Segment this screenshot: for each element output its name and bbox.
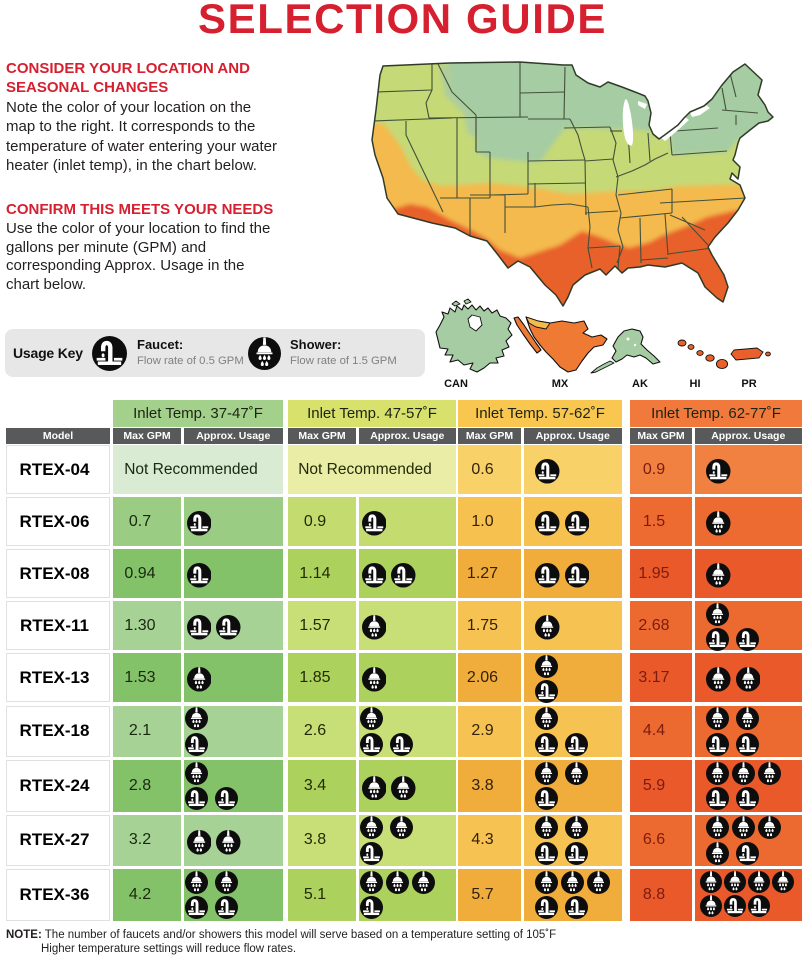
svg-text:AK: AK — [632, 378, 648, 390]
svg-text:HI: HI — [690, 378, 701, 390]
svg-text:MX: MX — [552, 378, 569, 390]
svg-text:PR: PR — [741, 378, 756, 390]
svg-text:CAN: CAN — [444, 378, 468, 390]
